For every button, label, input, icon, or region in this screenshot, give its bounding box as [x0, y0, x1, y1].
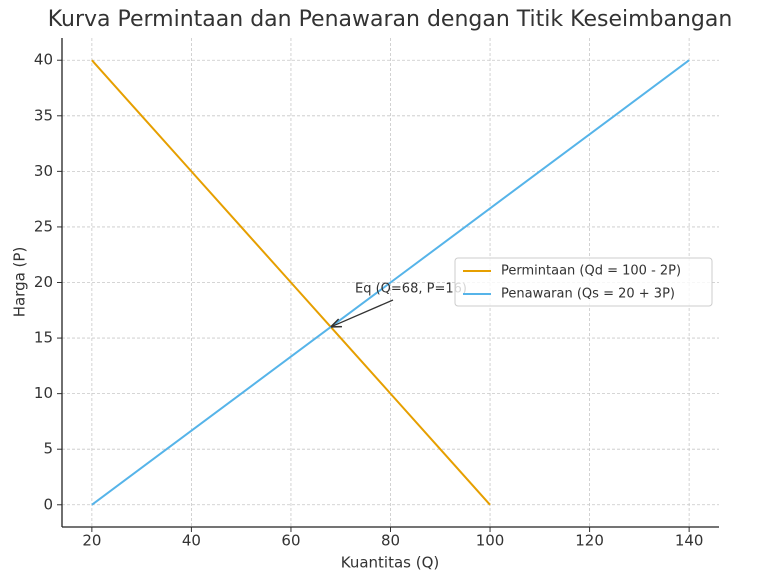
chart-title: Kurva Permintaan dan Penawaran dengan Ti… [48, 7, 733, 32]
x-tick-label: 80 [381, 532, 400, 550]
annotation-arrow [331, 299, 394, 327]
y-axis-label: Harga (P) [11, 247, 29, 318]
legend-label: Penawaran (Qs = 20 + 3P) [501, 287, 675, 302]
y-tick-label: 40 [34, 51, 53, 69]
y-tick-label: 5 [43, 440, 53, 458]
y-tick-label: 0 [43, 495, 53, 513]
y-tick-label: 20 [34, 273, 53, 291]
x-tick-label: 60 [281, 532, 300, 550]
x-axis-label: Kuantitas (Q) [341, 554, 440, 572]
annotation-text: Eq (Q=68, P=16) [355, 282, 467, 297]
x-tick-label: 100 [476, 532, 505, 550]
x-tick-label: 20 [82, 532, 101, 550]
legend-label: Permintaan (Qd = 100 - 2P) [501, 264, 681, 279]
x-tick-label: 120 [575, 532, 604, 550]
line-series [91, 59, 491, 506]
y-tick-label: 30 [34, 162, 53, 180]
y-tick-label: 15 [34, 329, 53, 347]
x-tick-label: 140 [675, 532, 704, 550]
y-tick-label: 25 [34, 217, 53, 235]
y-tick-label: 10 [34, 384, 53, 402]
x-tick-label: 40 [182, 532, 201, 550]
y-tick-label: 35 [34, 106, 53, 124]
line-series [91, 59, 690, 506]
legend-box [454, 257, 713, 307]
